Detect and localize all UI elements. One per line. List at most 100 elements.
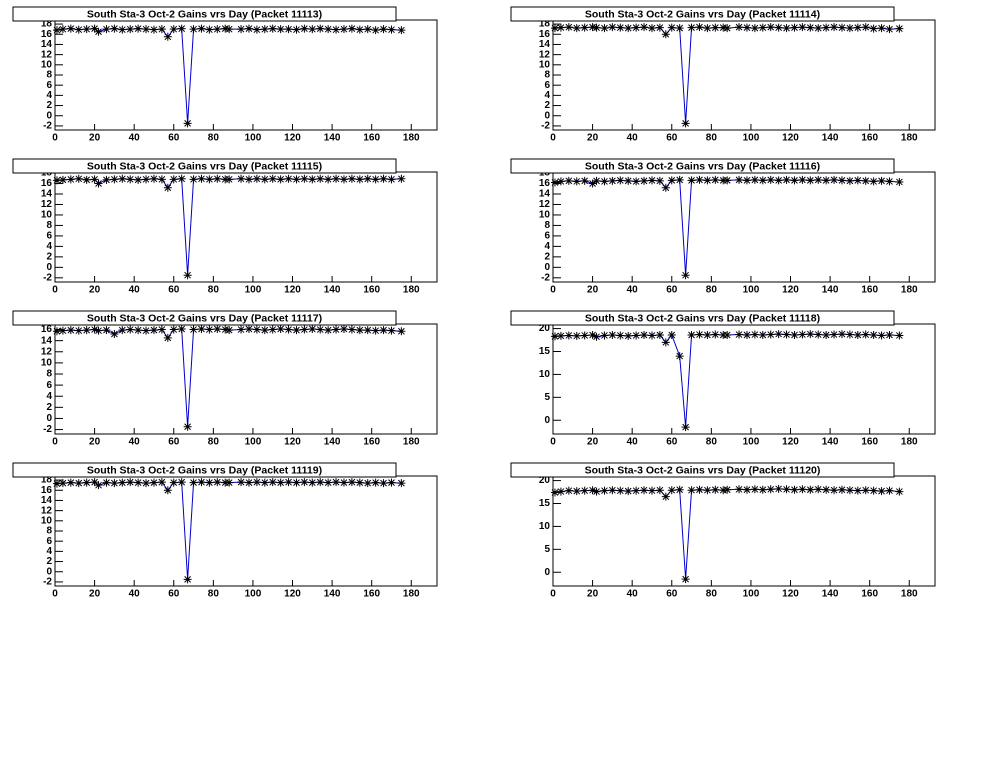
data-point xyxy=(82,25,91,34)
x-tick-label: 40 xyxy=(627,437,639,448)
data-point xyxy=(225,478,234,487)
x-tick-label: 100 xyxy=(245,285,262,296)
data-point xyxy=(205,325,214,334)
x-tick-label: 100 xyxy=(245,133,262,144)
y-tick-label: 12 xyxy=(41,505,53,516)
y-tick-label: 10 xyxy=(539,521,551,532)
data-point xyxy=(339,325,348,333)
data-point xyxy=(225,175,234,184)
data-point xyxy=(877,331,886,340)
x-tick-label: 160 xyxy=(363,133,380,144)
data-point xyxy=(550,488,559,497)
data-line xyxy=(56,28,402,124)
data-point xyxy=(300,325,309,334)
x-tick-label: 120 xyxy=(782,437,799,448)
data-point xyxy=(102,478,111,487)
x-tick-label: 0 xyxy=(550,133,556,144)
data-point xyxy=(363,25,372,34)
data-point xyxy=(142,479,151,488)
x-tick-label: 160 xyxy=(861,285,878,296)
data-point xyxy=(324,478,333,487)
data-point xyxy=(284,325,293,334)
data-point xyxy=(632,331,641,340)
data-point xyxy=(655,486,664,495)
data-point xyxy=(52,327,61,336)
x-tick-label: 40 xyxy=(129,133,141,144)
x-tick-label: 100 xyxy=(743,285,760,296)
data-point xyxy=(681,271,690,280)
y-tick-label: 10 xyxy=(539,210,551,221)
y-tick-label: 10 xyxy=(539,369,551,380)
title-box xyxy=(12,6,397,22)
x-tick-label: 100 xyxy=(743,589,760,600)
data-point xyxy=(169,175,178,184)
x-tick-label: 80 xyxy=(706,133,718,144)
x-tick-label: 60 xyxy=(666,589,678,600)
data-point xyxy=(189,25,198,34)
y-tick-label: 20 xyxy=(539,323,551,334)
data-point xyxy=(110,479,119,488)
data-point xyxy=(723,176,732,185)
data-point xyxy=(667,331,676,339)
data-point xyxy=(895,331,904,340)
data-point xyxy=(387,25,396,34)
y-tick-label: -2 xyxy=(43,272,52,283)
data-point xyxy=(600,177,609,186)
data-point xyxy=(58,25,67,34)
y-tick-label: 10 xyxy=(539,59,551,70)
x-tick-label: 0 xyxy=(52,437,58,448)
x-tick-label: 140 xyxy=(324,437,341,448)
data-point xyxy=(82,478,91,487)
data-point xyxy=(371,175,380,184)
data-point xyxy=(766,485,775,494)
x-tick-label: 60 xyxy=(666,285,678,296)
x-tick-label: 20 xyxy=(89,589,101,600)
data-point xyxy=(647,176,656,185)
data-point xyxy=(58,479,67,488)
data-point xyxy=(237,174,246,183)
data-point xyxy=(244,325,253,333)
data-point xyxy=(798,175,807,184)
data-point xyxy=(189,175,198,184)
data-point xyxy=(90,325,99,334)
data-point xyxy=(735,485,744,494)
chart-title: South Sta-3 Oct-2 Gains vrs Day (Packet … xyxy=(585,464,821,476)
data-line xyxy=(554,333,900,428)
data-point xyxy=(806,23,815,32)
data-point xyxy=(397,327,406,336)
y-tick-label: 6 xyxy=(46,536,52,547)
y-tick-label: 12 xyxy=(41,199,53,210)
x-tick-label: 180 xyxy=(403,437,420,448)
data-point xyxy=(616,176,625,185)
data-point xyxy=(205,175,214,184)
data-point xyxy=(655,176,664,185)
data-point xyxy=(750,485,759,494)
chart-panel: 0 5 10 15 20 0 20 40 60 80 100 120 140 160 180 South St… xyxy=(510,462,936,600)
x-tick-label: 120 xyxy=(284,133,301,144)
data-point xyxy=(687,23,696,32)
x-tick-label: 160 xyxy=(861,589,878,600)
data-point xyxy=(316,478,325,487)
y-tick-label: 16 xyxy=(41,29,53,40)
y-tick-label: 10 xyxy=(41,210,53,221)
data-point xyxy=(885,331,894,339)
data-point xyxy=(339,478,348,487)
y-tick-label: 12 xyxy=(41,49,53,60)
data-point xyxy=(564,23,573,32)
x-tick-label: 140 xyxy=(324,589,341,600)
data-point xyxy=(169,25,178,34)
data-point xyxy=(292,326,301,335)
x-tick-label: 120 xyxy=(782,589,799,600)
data-point xyxy=(237,25,246,34)
data-point xyxy=(853,331,862,339)
data-point xyxy=(572,487,581,496)
data-point xyxy=(371,26,380,35)
x-tick-label: 80 xyxy=(706,285,718,296)
data-point xyxy=(142,175,151,184)
data-point xyxy=(616,23,625,32)
x-tick-label: 80 xyxy=(706,437,718,448)
data-point xyxy=(149,174,158,183)
data-point xyxy=(885,25,894,34)
